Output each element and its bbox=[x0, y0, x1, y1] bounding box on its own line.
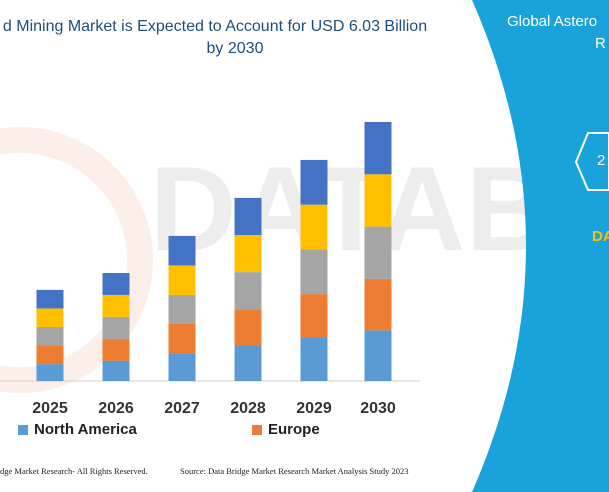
legend-item-north-america: North America bbox=[18, 421, 137, 438]
bar-segment-2028-s4 bbox=[234, 197, 262, 236]
panel-hex-value: 2 bbox=[597, 152, 606, 169]
bar-segment-2027-s2 bbox=[168, 294, 196, 324]
bar-segment-2025-s1 bbox=[36, 345, 64, 365]
chart-title-line2: by 2030 bbox=[206, 40, 264, 57]
legend-item-europe: Europe bbox=[252, 421, 320, 438]
bar-segment-2028-s2 bbox=[234, 272, 262, 310]
bar-segment-2030-s4 bbox=[364, 121, 392, 175]
bar-segment-2025-s0 bbox=[36, 364, 64, 381]
bar-segment-2029-s1 bbox=[300, 294, 328, 338]
x-tick-label-2030: 2030 bbox=[360, 400, 396, 417]
chart-title: d Mining Market is Expected to Account f… bbox=[0, 16, 470, 60]
x-tick-label-2026: 2026 bbox=[98, 400, 134, 417]
right-panel bbox=[472, 0, 609, 492]
x-tick-label-2029: 2029 bbox=[296, 400, 332, 417]
bar-segment-2027-s4 bbox=[168, 235, 196, 266]
bar-segment-2030-s3 bbox=[364, 174, 392, 227]
panel-gold-label: DA bbox=[592, 228, 609, 245]
hexagon-icon bbox=[574, 132, 609, 191]
bar-segment-2026-s0 bbox=[102, 360, 130, 381]
legend-label-north-america: North America bbox=[34, 421, 137, 438]
footer-source: Source: Data Bridge Market Research Mark… bbox=[180, 466, 409, 476]
legend-label-europe: Europe bbox=[268, 421, 320, 438]
x-tick-label-2025: 2025 bbox=[32, 400, 68, 417]
bar-segment-2028-s1 bbox=[234, 309, 262, 346]
bar-segment-2029-s4 bbox=[300, 159, 328, 205]
bar-segment-2026-s2 bbox=[102, 316, 130, 339]
bar-segment-2027-s1 bbox=[168, 323, 196, 354]
bar-segment-2027-s0 bbox=[168, 353, 196, 381]
legend-swatch-europe bbox=[252, 424, 262, 435]
x-tick-labels: 4202520262027202820292030 bbox=[32, 400, 396, 417]
bar-segment-2025-s2 bbox=[36, 327, 64, 346]
bar-segment-2028-s3 bbox=[234, 235, 262, 273]
bar-segment-2025-s4 bbox=[36, 289, 64, 309]
bar-segment-2026-s1 bbox=[102, 338, 130, 361]
bar-segment-2030-s1 bbox=[364, 278, 392, 331]
bar-segment-2029-s0 bbox=[300, 337, 328, 381]
x-tick-label-2027: 2027 bbox=[164, 400, 200, 417]
bar-segment-2028-s0 bbox=[234, 345, 262, 381]
panel-heading-line1: Global Astero bbox=[507, 13, 598, 30]
panel-heading-line2: R bbox=[595, 35, 606, 52]
x-tick-label-2028: 2028 bbox=[230, 400, 266, 417]
chart-title-line1: d Mining Market is Expected to Account f… bbox=[2, 18, 428, 35]
bar-segment-2025-s3 bbox=[36, 308, 64, 327]
bar-segment-2030-s2 bbox=[364, 226, 392, 279]
legend-swatch-north-america bbox=[18, 424, 28, 435]
bar-segment-2026-s4 bbox=[102, 273, 130, 295]
bar-segment-2029-s3 bbox=[300, 204, 328, 250]
bar-segment-2030-s0 bbox=[364, 330, 392, 381]
footer-copyright: dge Market Research- All Rights Reserved… bbox=[0, 466, 148, 476]
bar-segment-2029-s2 bbox=[300, 249, 328, 295]
bar-segment-2027-s3 bbox=[168, 265, 196, 295]
bars-layer bbox=[36, 121, 392, 381]
bar-segment-2026-s3 bbox=[102, 294, 130, 317]
